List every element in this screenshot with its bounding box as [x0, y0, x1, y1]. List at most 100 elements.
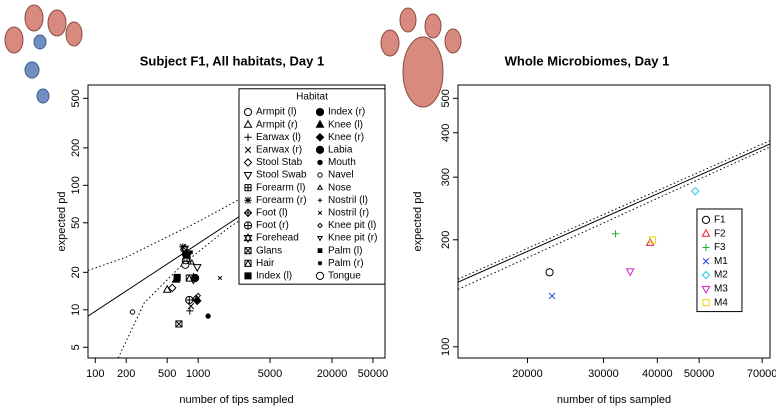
marker — [185, 295, 194, 305]
marker — [243, 233, 253, 244]
legend-label: Stool Swab — [256, 170, 307, 181]
plot-frame — [457, 84, 771, 359]
legend-label: M4 — [714, 297, 728, 308]
x-tick-label: 30000 — [588, 368, 619, 380]
legend-label: M3 — [714, 284, 728, 295]
marker — [317, 198, 323, 203]
marker — [316, 236, 324, 242]
marker — [192, 264, 202, 273]
marker — [167, 283, 177, 293]
marker — [645, 237, 655, 246]
icon-part — [4, 26, 24, 54]
marker — [191, 272, 196, 278]
y-tick-label: 10 — [70, 304, 82, 316]
marker — [244, 247, 252, 255]
plot-area — [458, 140, 770, 290]
fit-line — [458, 143, 770, 283]
x-tick-label: 50000 — [358, 368, 389, 380]
legend-label: Palm (l) — [328, 245, 362, 256]
marker — [316, 184, 324, 190]
fit-interval — [458, 140, 770, 280]
marker — [611, 230, 620, 238]
legend-label: Knee (r) — [328, 132, 364, 143]
marker — [315, 119, 325, 128]
icon-part — [36, 88, 50, 104]
marker — [181, 260, 190, 269]
marker — [179, 243, 187, 251]
marker — [195, 292, 202, 299]
marker — [188, 250, 194, 255]
legend-label: Tongue — [328, 271, 361, 282]
marker — [243, 107, 253, 117]
marker — [185, 253, 191, 259]
y-tick-label: 100 — [70, 176, 82, 194]
x-axis-label: number of tips sampled — [557, 394, 671, 406]
icon-part — [47, 9, 67, 37]
marker — [317, 210, 323, 215]
legend-label: Knee pit (r) — [328, 233, 377, 244]
marker — [701, 270, 711, 280]
icon-part — [24, 61, 40, 79]
legend-label: Earwax (r) — [256, 145, 302, 156]
body-icon — [4, 4, 462, 108]
legend-label: Hair — [256, 258, 275, 269]
marker — [317, 222, 323, 229]
marker — [315, 132, 325, 142]
marker — [625, 268, 635, 277]
y-tick-label: 100 — [440, 338, 452, 356]
legend-title: Habitat — [296, 91, 328, 102]
x-tick-label: 50000 — [684, 368, 715, 380]
legend-label: Armpit (l) — [256, 107, 297, 118]
marker — [702, 299, 710, 307]
legend-label: Earwax (l) — [256, 132, 301, 143]
fit-interval — [458, 146, 770, 290]
icon-part — [380, 29, 400, 57]
icon-part — [24, 4, 44, 32]
x-axis-label: number of tips sampled — [179, 394, 293, 406]
marker — [702, 243, 710, 252]
y-tick-label: 20 — [70, 266, 82, 278]
legend-label: Nostril (r) — [328, 208, 369, 219]
chart-title: Subject F1, All habitats, Day 1 — [140, 53, 324, 68]
y-tick-label: 5 — [70, 344, 82, 350]
legend-label: Forearm (r) — [256, 195, 307, 206]
legend-label: F1 — [714, 215, 726, 226]
fit-interval — [88, 118, 385, 271]
marker — [315, 271, 325, 280]
legend-label: Foot (r) — [256, 220, 289, 231]
marker — [243, 172, 253, 181]
icon-part — [33, 34, 47, 50]
legend-label: Foot (l) — [256, 208, 288, 219]
x-tick-label: 100 — [86, 368, 104, 380]
marker — [545, 268, 554, 277]
y-tick-label: 300 — [440, 168, 452, 186]
x-tick-label: 40000 — [642, 368, 673, 380]
marker — [244, 146, 252, 154]
marker — [188, 259, 195, 265]
x-tick-label: 20000 — [317, 368, 348, 380]
marker — [701, 228, 711, 237]
y-axis-label: expected pd — [412, 192, 424, 252]
legend-label: Forearm (l) — [256, 182, 305, 193]
marker — [317, 172, 323, 178]
icon-part — [402, 36, 444, 108]
marker — [190, 279, 197, 285]
marker — [244, 196, 252, 204]
marker — [217, 275, 223, 281]
marker — [243, 158, 253, 167]
legend-label: F3 — [714, 242, 726, 253]
legend-label: Mouth — [328, 157, 356, 168]
marker — [171, 274, 181, 283]
marker — [317, 248, 323, 254]
legend-label: Nostril (l) — [328, 195, 368, 206]
x-tick-label: 5000 — [258, 368, 282, 380]
marker — [315, 145, 325, 154]
legend-label: Glans — [256, 245, 282, 256]
y-tick-label: 500 — [440, 89, 452, 107]
legend-box — [238, 88, 386, 285]
icon-part — [424, 13, 442, 39]
y-axis-label: expected pd — [56, 192, 68, 252]
legend-label: Nose — [328, 182, 352, 193]
legend-label: Stool Stab — [256, 157, 303, 168]
